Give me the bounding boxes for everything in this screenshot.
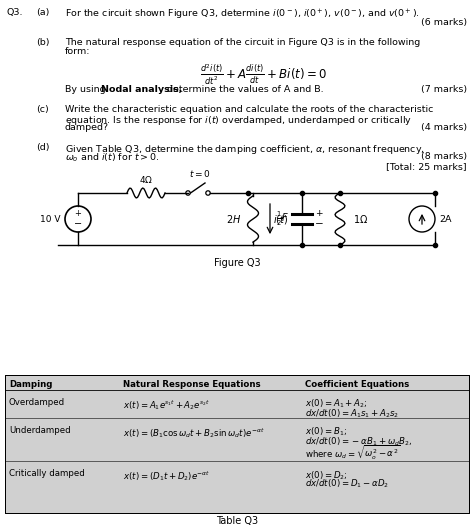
Text: where $\omega_d = \sqrt{\omega_o^2 - \alpha^2}$: where $\omega_d = \sqrt{\omega_o^2 - \al…: [305, 444, 400, 463]
Text: $x(0) = D_2;$: $x(0) = D_2;$: [305, 469, 347, 481]
Text: $dx/dt(0) = D_1 - \alpha D_2$: $dx/dt(0) = D_1 - \alpha D_2$: [305, 478, 389, 490]
Text: form:: form:: [65, 47, 91, 56]
Text: (a): (a): [36, 8, 49, 17]
Text: $t = 0$: $t = 0$: [189, 168, 211, 179]
Text: $1\Omega$: $1\Omega$: [353, 213, 368, 225]
Text: $\frac{1}{2}F$: $\frac{1}{2}F$: [276, 210, 289, 228]
Text: $2H$: $2H$: [226, 213, 241, 225]
Text: $x(0) = A_1 + A_2;$: $x(0) = A_1 + A_2;$: [305, 398, 367, 411]
Text: (6 marks): (6 marks): [421, 18, 467, 27]
Text: Damping: Damping: [9, 380, 52, 389]
Text: −: −: [315, 219, 324, 229]
Text: $x(t) = (D_1 t + D_2)e^{-\alpha t}$: $x(t) = (D_1 t + D_2)e^{-\alpha t}$: [123, 469, 210, 483]
Text: Write the characteristic equation and calculate the roots of the characteristic: Write the characteristic equation and ca…: [65, 105, 433, 114]
Text: Natural Response Equations: Natural Response Equations: [123, 380, 261, 389]
Text: (4 marks): (4 marks): [421, 123, 467, 132]
Text: $x(t) = (B_1\cos\omega_d t + B_2\sin\omega_d t)e^{-\alpha t}$: $x(t) = (B_1\cos\omega_d t + B_2\sin\ome…: [123, 426, 264, 440]
Text: By using: By using: [65, 85, 109, 94]
Text: Figure Q3: Figure Q3: [214, 258, 260, 268]
Text: $x(t) = A_1 e^{s_1 t} + A_2 e^{s_2 t}$: $x(t) = A_1 e^{s_1 t} + A_2 e^{s_2 t}$: [123, 398, 210, 412]
Text: Critically damped: Critically damped: [9, 469, 85, 478]
Text: determine the values of A and B.: determine the values of A and B.: [164, 85, 324, 94]
Text: equation. Is the response for $i(t)$ overdamped, underdamped or critically: equation. Is the response for $i(t)$ ove…: [65, 114, 412, 127]
Text: Q3.: Q3.: [7, 8, 24, 17]
Text: (8 marks): (8 marks): [421, 152, 467, 161]
Text: Underdamped: Underdamped: [9, 426, 71, 435]
Text: (c): (c): [36, 105, 49, 114]
Text: $dx/dt(0) = A_1 s_1 + A_2 s_2$: $dx/dt(0) = A_1 s_1 + A_2 s_2$: [305, 407, 399, 419]
Text: Coefficient Equations: Coefficient Equations: [305, 380, 409, 389]
Text: Given Table Q3, determine the damping coefficient, $\alpha$, resonant frequency,: Given Table Q3, determine the damping co…: [65, 143, 425, 156]
Text: $i(t)$: $i(t)$: [273, 213, 288, 226]
Text: Table Q3: Table Q3: [216, 516, 258, 525]
Text: −: −: [74, 219, 82, 229]
Text: Overdamped: Overdamped: [9, 398, 65, 407]
Text: $dx/dt(0) = -\alpha B_1 + \omega_d B_2,$: $dx/dt(0) = -\alpha B_1 + \omega_d B_2,$: [305, 435, 412, 447]
Text: (b): (b): [36, 38, 49, 47]
Text: (d): (d): [36, 143, 49, 152]
Text: $\frac{d^2i(t)}{dt^2} + A\frac{di(t)}{dt} + Bi(t) = 0$: $\frac{d^2i(t)}{dt^2} + A\frac{di(t)}{dt…: [200, 63, 327, 87]
Text: The natural response equation of the circuit in Figure Q3 is in the following: The natural response equation of the cir…: [65, 38, 420, 47]
Text: [Total: 25 marks]: [Total: 25 marks]: [386, 162, 467, 171]
Text: Nodal analysis,: Nodal analysis,: [101, 85, 182, 94]
Text: +: +: [315, 208, 322, 217]
Text: (7 marks): (7 marks): [421, 85, 467, 94]
Text: damped?: damped?: [65, 123, 109, 132]
Text: +: +: [74, 209, 82, 218]
Bar: [5, 375, 469, 513]
Text: For the circuit shown Figure Q3, determine $i(0^-)$, $i(0^+)$, $v(0^-)$, and $v(: For the circuit shown Figure Q3, determi…: [65, 8, 420, 22]
Text: 10 V: 10 V: [40, 215, 61, 224]
Text: 2A: 2A: [439, 215, 452, 224]
Text: $4\Omega$: $4\Omega$: [139, 174, 153, 185]
Bar: [5, 375, 469, 513]
Text: $x(0) = B_1;$: $x(0) = B_1;$: [305, 426, 347, 438]
Text: $\omega_o$ and $i(t)$ for $t > 0$.: $\omega_o$ and $i(t)$ for $t > 0$.: [65, 152, 159, 164]
